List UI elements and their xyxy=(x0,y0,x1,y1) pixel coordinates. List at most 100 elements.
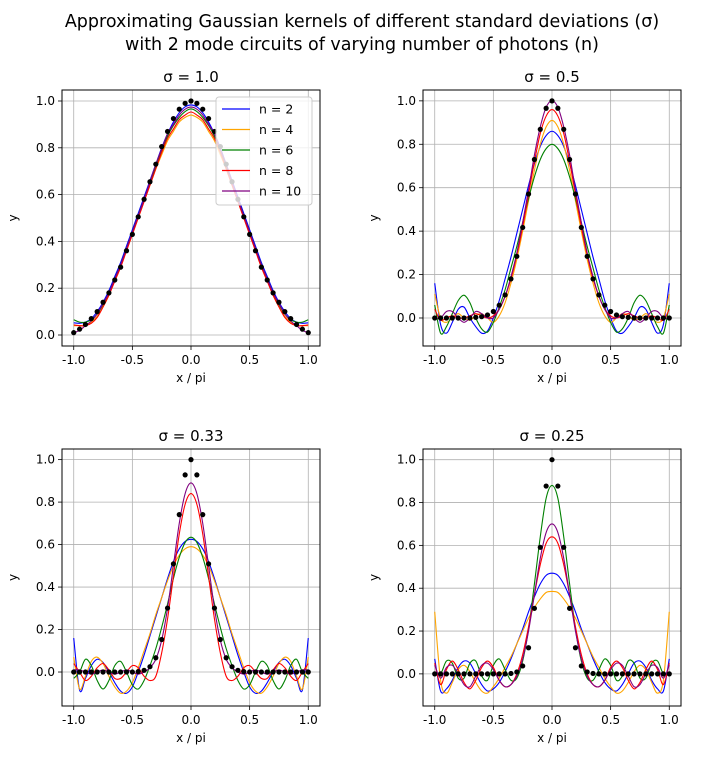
figure-suptitle-line2: with 2 mode circuits of varying number o… xyxy=(125,35,599,55)
subplot-4: -1.0 -0.5 0.0 0.5 1.0 0.0 0.2 0.4 0.6 0.8 1.0 σ = 0… xyxy=(367,427,682,745)
target-point xyxy=(496,671,502,677)
series-line-n10 xyxy=(434,523,670,688)
series-line-n2 xyxy=(73,538,309,695)
target-point xyxy=(461,671,467,677)
target-point xyxy=(141,196,147,202)
series-line-n2 xyxy=(434,572,670,694)
target-point xyxy=(549,98,555,104)
target-point xyxy=(578,663,584,669)
target-point xyxy=(467,671,473,677)
target-point xyxy=(159,144,165,150)
target-point xyxy=(490,308,496,315)
x-axis-label: x / pi xyxy=(537,371,567,385)
y-tick-label: 0.4 xyxy=(397,224,416,238)
target-point xyxy=(299,669,306,675)
target-point xyxy=(241,214,247,220)
target-point xyxy=(637,315,643,321)
target-point xyxy=(270,669,276,675)
target-point xyxy=(153,655,159,661)
target-point xyxy=(613,312,620,318)
target-point xyxy=(276,669,282,675)
figure-suptitle-line1: Approximating Gaussian kernels of differ… xyxy=(65,12,659,32)
target-point xyxy=(543,105,549,111)
target-point xyxy=(223,655,229,661)
target-point xyxy=(590,276,596,282)
target-point xyxy=(106,669,112,675)
target-point xyxy=(490,671,496,677)
y-tick-label: 0.4 xyxy=(397,581,416,595)
y-tick-label: 0.2 xyxy=(397,624,416,638)
series-line-n8 xyxy=(434,536,670,690)
target-point xyxy=(211,605,218,611)
target-point xyxy=(82,669,89,675)
target-point xyxy=(625,314,631,320)
target-point xyxy=(637,671,643,677)
y-tick-label: 0.0 xyxy=(397,667,416,681)
series-line-n8 xyxy=(434,108,670,322)
target-point xyxy=(135,214,141,220)
target-point xyxy=(543,483,549,489)
y-tick-label: 0.8 xyxy=(397,137,416,151)
target-point xyxy=(71,669,77,675)
target-point xyxy=(88,669,94,675)
target-point xyxy=(502,292,508,298)
target-point xyxy=(437,315,444,321)
x-tick-label: -0.5 xyxy=(482,353,505,367)
target-point xyxy=(288,669,294,675)
series-line-n2 xyxy=(434,130,670,335)
target-point xyxy=(584,669,590,675)
target-point xyxy=(461,315,467,321)
target-point xyxy=(147,664,153,670)
target-point xyxy=(549,457,555,463)
legend-label: n = 6 xyxy=(259,143,293,158)
x-tick-label: 0.0 xyxy=(542,713,561,727)
target-point xyxy=(613,671,620,677)
target-point xyxy=(252,248,259,254)
target-point xyxy=(649,315,655,321)
target-point xyxy=(135,668,141,675)
y-tick-label: 0.2 xyxy=(36,623,55,637)
y-tick-label: 0.6 xyxy=(397,181,416,195)
target-point xyxy=(608,671,614,677)
target-point xyxy=(514,253,520,259)
y-tick-label: 0.8 xyxy=(397,496,416,510)
series-line-n6 xyxy=(434,484,670,682)
target-point xyxy=(643,671,649,677)
plot-area xyxy=(71,457,311,695)
target-point xyxy=(235,667,241,673)
legend-label: n = 8 xyxy=(259,163,293,178)
target-point xyxy=(666,671,672,677)
plot-area xyxy=(432,98,672,335)
target-point xyxy=(484,671,491,677)
series-line-n8 xyxy=(73,111,309,327)
target-point xyxy=(631,315,637,321)
target-point xyxy=(625,671,631,677)
series-line-n6 xyxy=(73,536,309,690)
x-tick-label: -0.5 xyxy=(482,713,505,727)
y-tick-label: 1.0 xyxy=(36,453,55,467)
target-point xyxy=(159,636,165,643)
target-point xyxy=(596,292,602,298)
target-point xyxy=(561,544,567,550)
plot-area xyxy=(71,98,311,336)
y-tick-label: 0.8 xyxy=(36,495,55,509)
target-point xyxy=(305,669,311,675)
target-point xyxy=(129,231,135,237)
y-tick-label: 0.0 xyxy=(36,328,55,342)
target-point xyxy=(525,645,532,651)
target-point xyxy=(449,315,455,321)
target-point xyxy=(602,302,608,308)
subplot-2: -1.0 -0.5 0.0 0.5 1.0 0.0 0.2 0.4 0.6 0.8 1.0 σ = 0… xyxy=(367,68,682,385)
target-point xyxy=(561,126,567,132)
target-point xyxy=(164,128,171,135)
target-point xyxy=(164,605,171,611)
target-point xyxy=(654,671,661,677)
target-point xyxy=(531,156,538,163)
x-tick-label: -0.5 xyxy=(121,713,144,727)
target-point xyxy=(94,669,100,675)
target-point xyxy=(566,156,573,163)
x-tick-label: 0.5 xyxy=(240,713,259,727)
subplot-3: -1.0 -0.5 0.0 0.5 1.0 0.0 0.2 0.4 0.6 0.8 1.0 σ = 0… xyxy=(6,427,321,745)
target-point xyxy=(123,669,130,675)
